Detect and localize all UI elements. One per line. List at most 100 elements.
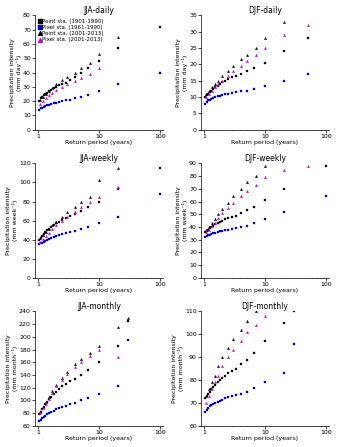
Point: [222, 227, 228, 234]
Point: [212, 372, 217, 379]
Point: [209, 84, 215, 91]
X-axis label: Return period (years): Return period (years): [232, 436, 298, 442]
Point: [40, 104, 45, 111]
Point: [217, 92, 222, 99]
Point: [252, 64, 257, 71]
Point: [53, 383, 59, 390]
Title: JJA-weekly: JJA-weekly: [79, 154, 118, 163]
Point: [324, 193, 329, 200]
Point: [220, 79, 225, 86]
Point: [64, 213, 70, 220]
Point: [96, 51, 102, 58]
X-axis label: Return period (years): Return period (years): [65, 436, 132, 442]
Point: [225, 72, 231, 80]
Point: [202, 409, 208, 416]
Point: [41, 413, 46, 421]
Point: [225, 199, 231, 207]
Point: [96, 176, 102, 183]
Point: [212, 216, 217, 223]
Point: [67, 76, 73, 83]
Point: [78, 69, 83, 76]
Point: [38, 238, 43, 245]
Point: [41, 238, 46, 245]
Point: [211, 230, 216, 237]
Point: [115, 164, 120, 172]
Point: [220, 92, 225, 99]
Point: [209, 222, 215, 229]
Point: [215, 228, 220, 236]
Point: [231, 193, 236, 200]
Point: [225, 76, 231, 83]
Point: [53, 388, 59, 395]
Point: [229, 225, 235, 232]
Point: [49, 408, 54, 415]
Point: [41, 92, 46, 99]
Point: [53, 99, 59, 106]
Point: [45, 89, 50, 96]
Point: [253, 322, 258, 329]
Point: [206, 392, 212, 400]
Point: [209, 224, 214, 231]
Point: [204, 90, 209, 97]
Point: [211, 94, 216, 101]
Point: [64, 368, 70, 375]
Point: [202, 228, 208, 236]
Point: [220, 206, 225, 213]
Point: [59, 97, 65, 105]
Point: [263, 162, 268, 169]
Point: [126, 314, 131, 321]
Point: [49, 86, 54, 93]
Point: [43, 232, 48, 240]
Point: [115, 343, 120, 350]
X-axis label: Return period (years): Return period (years): [65, 140, 132, 145]
Point: [49, 84, 55, 92]
Point: [244, 58, 249, 65]
Point: [215, 80, 221, 88]
Point: [209, 95, 214, 102]
Point: [206, 226, 211, 233]
Point: [229, 213, 235, 220]
Point: [78, 397, 83, 404]
Point: [87, 70, 92, 77]
Point: [244, 188, 249, 195]
Point: [238, 361, 243, 368]
Point: [126, 337, 131, 344]
Point: [220, 363, 225, 370]
Point: [215, 93, 220, 100]
Point: [229, 89, 235, 97]
Point: [72, 400, 77, 407]
Point: [53, 218, 59, 225]
Point: [206, 226, 212, 233]
Point: [206, 87, 212, 94]
Point: [72, 375, 77, 383]
Point: [46, 226, 51, 233]
Point: [78, 75, 83, 82]
Point: [253, 173, 258, 180]
Point: [204, 226, 209, 233]
Point: [43, 102, 48, 110]
Point: [158, 164, 163, 172]
Point: [53, 222, 59, 229]
Point: [281, 208, 286, 215]
Point: [47, 226, 52, 233]
Point: [37, 236, 42, 243]
Point: [72, 73, 77, 80]
Point: [43, 95, 48, 102]
Point: [115, 80, 120, 88]
Point: [45, 102, 50, 109]
Point: [38, 240, 43, 247]
Point: [204, 227, 209, 234]
Point: [38, 101, 43, 108]
Point: [37, 106, 42, 113]
Point: [56, 218, 62, 225]
Point: [38, 95, 43, 102]
Point: [220, 396, 225, 403]
Y-axis label: Precipitation intensity
(mm day⁻¹): Precipitation intensity (mm day⁻¹): [176, 38, 188, 107]
Point: [86, 367, 91, 374]
Point: [115, 213, 120, 220]
Point: [209, 87, 214, 94]
Point: [78, 199, 83, 206]
Y-axis label: Precipitation intensity
(mm week⁻¹): Precipitation intensity (mm week⁻¹): [176, 186, 188, 255]
Point: [96, 346, 102, 353]
Point: [204, 392, 209, 400]
